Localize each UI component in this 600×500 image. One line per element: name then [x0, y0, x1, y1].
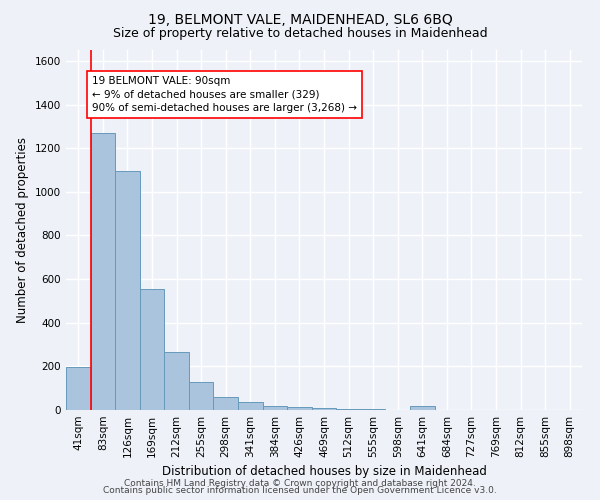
Y-axis label: Number of detached properties: Number of detached properties: [16, 137, 29, 323]
Bar: [140, 289, 164, 410]
Bar: [189, 382, 214, 410]
X-axis label: Distribution of detached houses by size in Maidenhead: Distribution of detached houses by size …: [161, 466, 487, 478]
Text: Contains public sector information licensed under the Open Government Licence v3: Contains public sector information licen…: [103, 486, 497, 495]
Bar: [115, 171, 140, 410]
Bar: [287, 408, 312, 410]
Bar: [214, 397, 238, 410]
Text: 19 BELMONT VALE: 90sqm
← 9% of detached houses are smaller (329)
90% of semi-det: 19 BELMONT VALE: 90sqm ← 9% of detached …: [92, 76, 357, 112]
Bar: [238, 402, 263, 410]
Bar: [312, 408, 336, 410]
Bar: [263, 406, 287, 410]
Bar: [410, 406, 434, 410]
Text: Size of property relative to detached houses in Maidenhead: Size of property relative to detached ho…: [113, 28, 487, 40]
Bar: [66, 368, 91, 410]
Bar: [164, 352, 189, 410]
Bar: [91, 133, 115, 410]
Bar: [336, 409, 361, 410]
Text: 19, BELMONT VALE, MAIDENHEAD, SL6 6BQ: 19, BELMONT VALE, MAIDENHEAD, SL6 6BQ: [148, 12, 452, 26]
Text: Contains HM Land Registry data © Crown copyright and database right 2024.: Contains HM Land Registry data © Crown c…: [124, 478, 476, 488]
